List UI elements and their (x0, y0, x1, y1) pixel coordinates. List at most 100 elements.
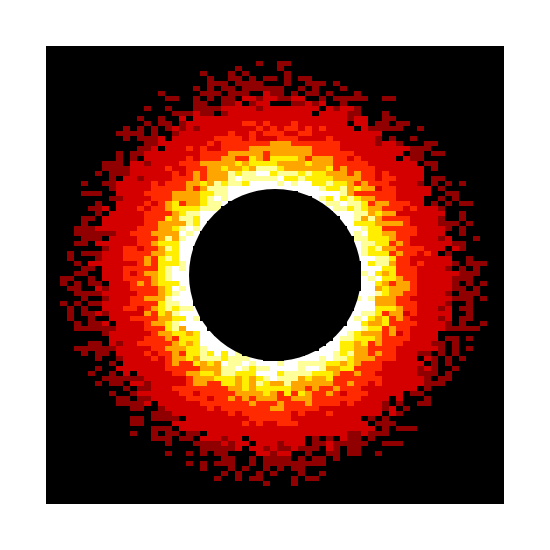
bin-cell (249, 421, 256, 426)
bin-cell (172, 211, 179, 216)
bin-cell (242, 141, 249, 146)
bin-cell (207, 411, 214, 416)
bin-cell (151, 416, 158, 421)
bin-cell (95, 381, 102, 386)
bin-cell (214, 351, 221, 356)
bin-cell (284, 141, 291, 146)
bin-cell (368, 186, 375, 191)
bin-cell (312, 186, 319, 191)
bin-cell (235, 371, 242, 376)
bin-cell (284, 421, 291, 426)
bin-cell (228, 466, 235, 471)
bin-cell (326, 181, 333, 186)
bin-cell (158, 231, 165, 236)
bin-cell (354, 246, 361, 251)
bin-cell (277, 116, 284, 121)
bin-cell (235, 381, 242, 386)
bin-cell (333, 376, 340, 381)
bin-cell (340, 436, 347, 441)
bin-cell (207, 401, 214, 406)
bin-cell (326, 136, 333, 141)
bin-cell (410, 221, 417, 226)
bin-cell (396, 266, 403, 271)
bin-cell (214, 361, 221, 366)
bin-cell (347, 321, 354, 326)
bin-cell (277, 366, 284, 371)
bin-cell (347, 441, 354, 446)
bin-cell (165, 121, 172, 126)
bin-cell (284, 111, 291, 116)
bin-cell (242, 86, 249, 91)
bin-cell (312, 361, 319, 366)
bin-cell (165, 416, 172, 421)
bin-cell (179, 391, 186, 396)
bin-cell (333, 431, 340, 436)
bin-cell (410, 296, 417, 301)
bin-cell (361, 421, 368, 426)
bin-cell (207, 336, 214, 341)
bin-cell (347, 221, 354, 226)
bin-cell (417, 376, 424, 381)
bin-cell (333, 201, 340, 206)
bin-cell (431, 271, 438, 276)
bin-cell (256, 416, 263, 421)
bin-cell (116, 316, 123, 321)
bin-cell (361, 391, 368, 396)
bin-cell (312, 106, 319, 111)
bin-cell (291, 136, 298, 141)
bin-cell (81, 241, 88, 246)
bin-cell (410, 261, 417, 266)
bin-cell (137, 361, 144, 366)
bin-cell (319, 141, 326, 146)
bin-cell (165, 266, 172, 271)
bin-cell (193, 376, 200, 381)
bin-cell (228, 446, 235, 451)
bin-cell (228, 166, 235, 171)
bin-cell (263, 156, 270, 161)
bin-cell (137, 266, 144, 271)
bin-cell (403, 211, 410, 216)
bin-cell (396, 291, 403, 296)
bin-cell (179, 361, 186, 366)
bin-cell (396, 351, 403, 356)
bin-cell (207, 426, 214, 431)
bin-cell (158, 206, 165, 211)
bin-cell (368, 141, 375, 146)
bin-cell (319, 166, 326, 171)
bin-cell (228, 391, 235, 396)
bin-cell (382, 146, 389, 151)
bin-cell (228, 186, 235, 191)
bin-cell (228, 151, 235, 156)
bin-cell (368, 126, 375, 131)
bin-cell (375, 346, 382, 351)
bin-cell (263, 411, 270, 416)
bin-cell (340, 176, 347, 181)
bin-cell (312, 406, 319, 411)
bin-cell (424, 321, 431, 326)
bin-cell (298, 446, 305, 451)
bin-cell (193, 131, 200, 136)
bin-cell (200, 91, 207, 96)
bin-cell (130, 201, 137, 206)
bin-cell (347, 341, 354, 346)
bin-cell (277, 126, 284, 131)
bin-cell (466, 256, 473, 261)
bin-cell (256, 166, 263, 171)
bin-cell (165, 221, 172, 226)
bin-cell (410, 326, 417, 331)
bin-cell (417, 271, 424, 276)
bin-cell (445, 371, 452, 376)
bin-cell (123, 376, 130, 381)
bin-cell (109, 331, 116, 336)
bin-cell (263, 361, 270, 366)
bin-cell (193, 161, 200, 166)
bin-cell (375, 196, 382, 201)
bin-cell (116, 366, 123, 371)
bin-cell (102, 346, 109, 351)
bin-cell (207, 356, 214, 361)
bin-cell (249, 391, 256, 396)
bin-cell (326, 131, 333, 136)
bin-cell (158, 181, 165, 186)
bin-cell (305, 476, 312, 481)
bin-cell (242, 91, 249, 96)
